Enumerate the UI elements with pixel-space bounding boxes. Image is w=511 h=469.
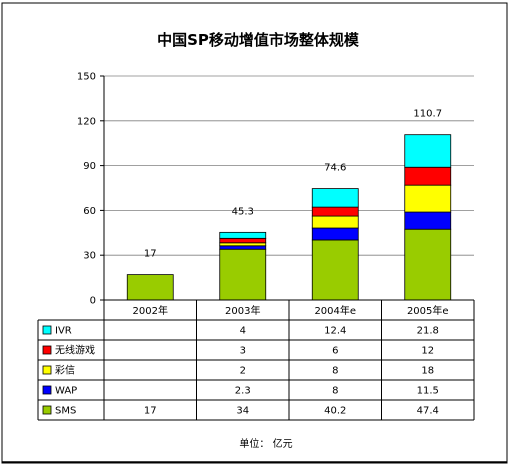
legend-label: SMS [55,406,76,417]
x-category-label: 2003年 [225,304,260,317]
data-table: 2002年 2003年 2004年e 2005年e IVR 4 12.4 21.8 无线游戏 3 6… [37,299,475,421]
bar-segment [404,211,452,230]
x-category-label: 2004年e [314,304,356,317]
total-label: 45.3 [232,206,254,217]
table-cell-value: 11.5 [417,386,439,397]
bar-segment [219,237,267,244]
table-cell-value: 12.4 [324,326,346,337]
bar-segment [311,215,359,229]
bar-segment [219,242,267,247]
bars [126,134,452,301]
table-cell-value: 21.8 [417,326,439,337]
y-tick-label: 30 [83,251,96,262]
legend-swatch [42,325,52,335]
table-cell-value: 12 [421,346,434,357]
y-tick-label: 120 [77,116,96,127]
table-cell-value: 18 [421,366,434,377]
bar-segment [219,248,267,301]
total-label: 17 [144,249,157,260]
bar-segment [219,245,267,250]
bar-segment [404,184,452,213]
legend-swatch [42,365,52,375]
legend-label: IVR [55,326,72,337]
legend-swatch [42,345,52,355]
total-labels: 17 45.3 74.6 110.7 [144,109,442,260]
table-cell-value: 2 [240,366,246,377]
total-label: 74.6 [324,163,346,174]
table-cell-value: 8 [332,386,338,397]
table-cell-value: 4 [240,326,246,337]
table-cell-value: 47.4 [417,406,439,417]
x-category-label: 2005年e [407,304,449,317]
y-tick-label: 60 [83,206,96,217]
bar-segment [311,188,359,208]
bar-segment [126,274,174,301]
unit-label: 单位： 亿元 [239,437,292,450]
bar-segment [219,231,267,239]
bar-segment [311,239,359,301]
table-cell-value: 34 [236,406,249,417]
bar-segment [311,227,359,241]
bar-segment [404,166,452,186]
bar-segment [404,228,452,301]
legend-label: 无线游戏 [55,344,95,357]
y-tick-label: 150 [77,72,96,83]
x-category-label: 2002年 [133,304,168,317]
table-cell-value: 6 [332,346,338,357]
legend-label: 彩信 [55,365,75,377]
y-tick-label: 0 [90,296,96,307]
table-cell-value: 40.2 [324,406,346,417]
bar-segment [404,134,452,168]
legend-swatch [42,385,52,395]
y-axis: 0 30 60 90 120 150 [77,72,105,307]
bar-segment [311,206,359,217]
table-cell-value: 2.3 [235,386,251,397]
total-label: 110.7 [413,109,442,120]
chart-title: 中国SP移动增值市场整体规模 [157,31,360,49]
y-tick-label: 90 [83,161,96,172]
table-cell-value: 8 [332,366,338,377]
legend-label: WAP [55,386,77,397]
table-cell-value: 3 [240,346,246,357]
table-cell-value: 17 [144,406,157,417]
legend-swatch [42,405,52,415]
